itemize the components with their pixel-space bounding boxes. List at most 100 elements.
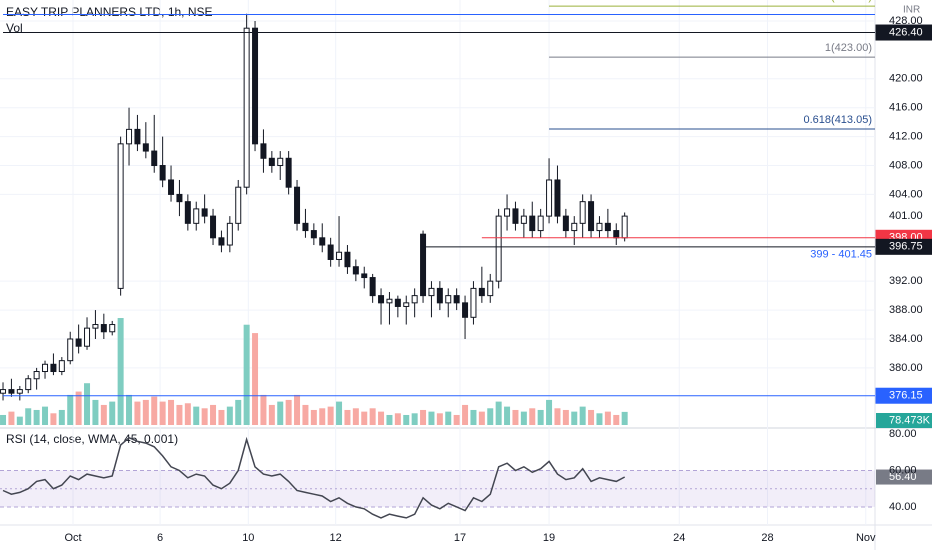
volume-bar	[142, 399, 149, 425]
volume-bar	[495, 401, 502, 425]
volume-bar	[604, 411, 611, 425]
candle-body	[310, 230, 317, 239]
volume-bar	[579, 406, 586, 425]
x-tick-label: 10	[242, 532, 254, 544]
volume-bar	[436, 413, 443, 425]
volume-bar	[596, 413, 603, 425]
x-tick-label: 28	[761, 532, 773, 544]
volume-bar	[210, 404, 217, 425]
candle-body	[67, 338, 74, 362]
candle-body	[378, 295, 385, 304]
volume-bar	[487, 408, 494, 425]
price-badge-label: 401.00	[889, 210, 923, 222]
y-tick-label: 384.00	[889, 333, 923, 345]
volume-bar	[537, 409, 544, 425]
y-tick-label: 404.00	[889, 188, 923, 200]
volume-bar	[520, 411, 527, 425]
candle-body	[613, 230, 620, 239]
level-label: 1(423.00)	[825, 42, 872, 54]
price-badge	[875, 387, 932, 404]
overlays: 1.272(430.05) 1(423.00) 0.618(413.05) 399 -…	[3, 0, 932, 485]
candle-body	[436, 287, 443, 304]
candle-body	[243, 27, 250, 188]
volume-bar	[277, 401, 284, 425]
volume-bar	[562, 409, 569, 425]
candle-body	[420, 233, 427, 297]
volume-bar	[504, 406, 511, 425]
candle-body	[168, 179, 175, 195]
candle-body	[546, 179, 553, 217]
price-badge-label: 396.75	[889, 241, 923, 253]
volume-bar	[478, 411, 485, 425]
candle-body	[8, 389, 15, 394]
volume-bar	[378, 411, 385, 425]
candle-body	[529, 215, 536, 232]
volume-bar	[235, 399, 242, 425]
volume-bar	[243, 324, 250, 425]
volume-bar	[50, 413, 57, 425]
candle-body	[327, 244, 334, 260]
volume-bar	[16, 416, 23, 425]
y-tick-label: 392.00	[889, 275, 923, 287]
symbol-title: EASY TRIP PLANNERS LTD, 1h, NSE	[6, 5, 213, 19]
volume-bar	[92, 399, 99, 425]
candle-body	[621, 215, 628, 239]
y-tick-label: 380.00	[889, 362, 923, 374]
x-tick-label: Oct	[64, 532, 81, 544]
volume-bar	[33, 409, 40, 425]
y-tick-label: 412.00	[889, 131, 923, 143]
volume-bar	[336, 401, 343, 425]
candle-body	[268, 157, 275, 167]
volume-bar	[285, 399, 292, 425]
volume-bar	[420, 409, 427, 425]
candle-body	[411, 295, 418, 304]
volume-bar	[621, 411, 628, 425]
candle-body	[92, 324, 99, 329]
rsi-title: RSI (14, close, WMA, 45, 0.001)	[6, 432, 178, 446]
x-tick-label: Nov	[856, 532, 876, 544]
candle-body	[512, 208, 519, 224]
volume-bar	[201, 408, 208, 425]
price-badge	[875, 24, 932, 41]
candle-body	[109, 324, 116, 333]
volume-badge-label: 78.473K	[889, 414, 931, 426]
x-tick-label: 12	[330, 532, 342, 544]
volume-bar	[109, 401, 116, 425]
candle-body	[445, 295, 452, 304]
candle-body	[260, 143, 267, 159]
candle-body	[0, 389, 7, 394]
candle-body	[42, 363, 49, 373]
level-label: 0.618(413.05)	[804, 114, 873, 126]
candle-body	[151, 150, 158, 167]
volume-bar	[411, 413, 418, 425]
volume-bar	[470, 409, 477, 425]
volume-bar	[571, 411, 578, 425]
candle-body	[579, 201, 586, 224]
rsi-line	[2, 436, 626, 519]
candle-body	[319, 237, 326, 246]
candle-body	[285, 157, 292, 188]
volume-bar	[84, 383, 91, 425]
y-tick-label: 416.00	[889, 102, 923, 114]
candle-body	[394, 298, 401, 307]
candle-body	[84, 327, 91, 347]
candle-body	[100, 324, 107, 333]
volume-bar	[394, 413, 401, 425]
volume-bar	[512, 409, 519, 425]
volume-bar	[554, 408, 561, 425]
volume-bar	[117, 318, 124, 425]
x-tick-label: 19	[543, 532, 555, 544]
volume-bar	[67, 394, 74, 425]
volume-bar	[75, 391, 82, 425]
candle-body	[462, 302, 469, 318]
candle-body	[176, 193, 183, 203]
candle-body	[201, 208, 208, 217]
candle-body	[210, 215, 217, 239]
candle-body	[134, 128, 141, 145]
volume-bar	[445, 411, 452, 425]
volume-bar	[25, 408, 32, 425]
volume-bar	[226, 406, 233, 425]
candle-body	[386, 298, 393, 304]
volume-bar	[100, 404, 107, 425]
